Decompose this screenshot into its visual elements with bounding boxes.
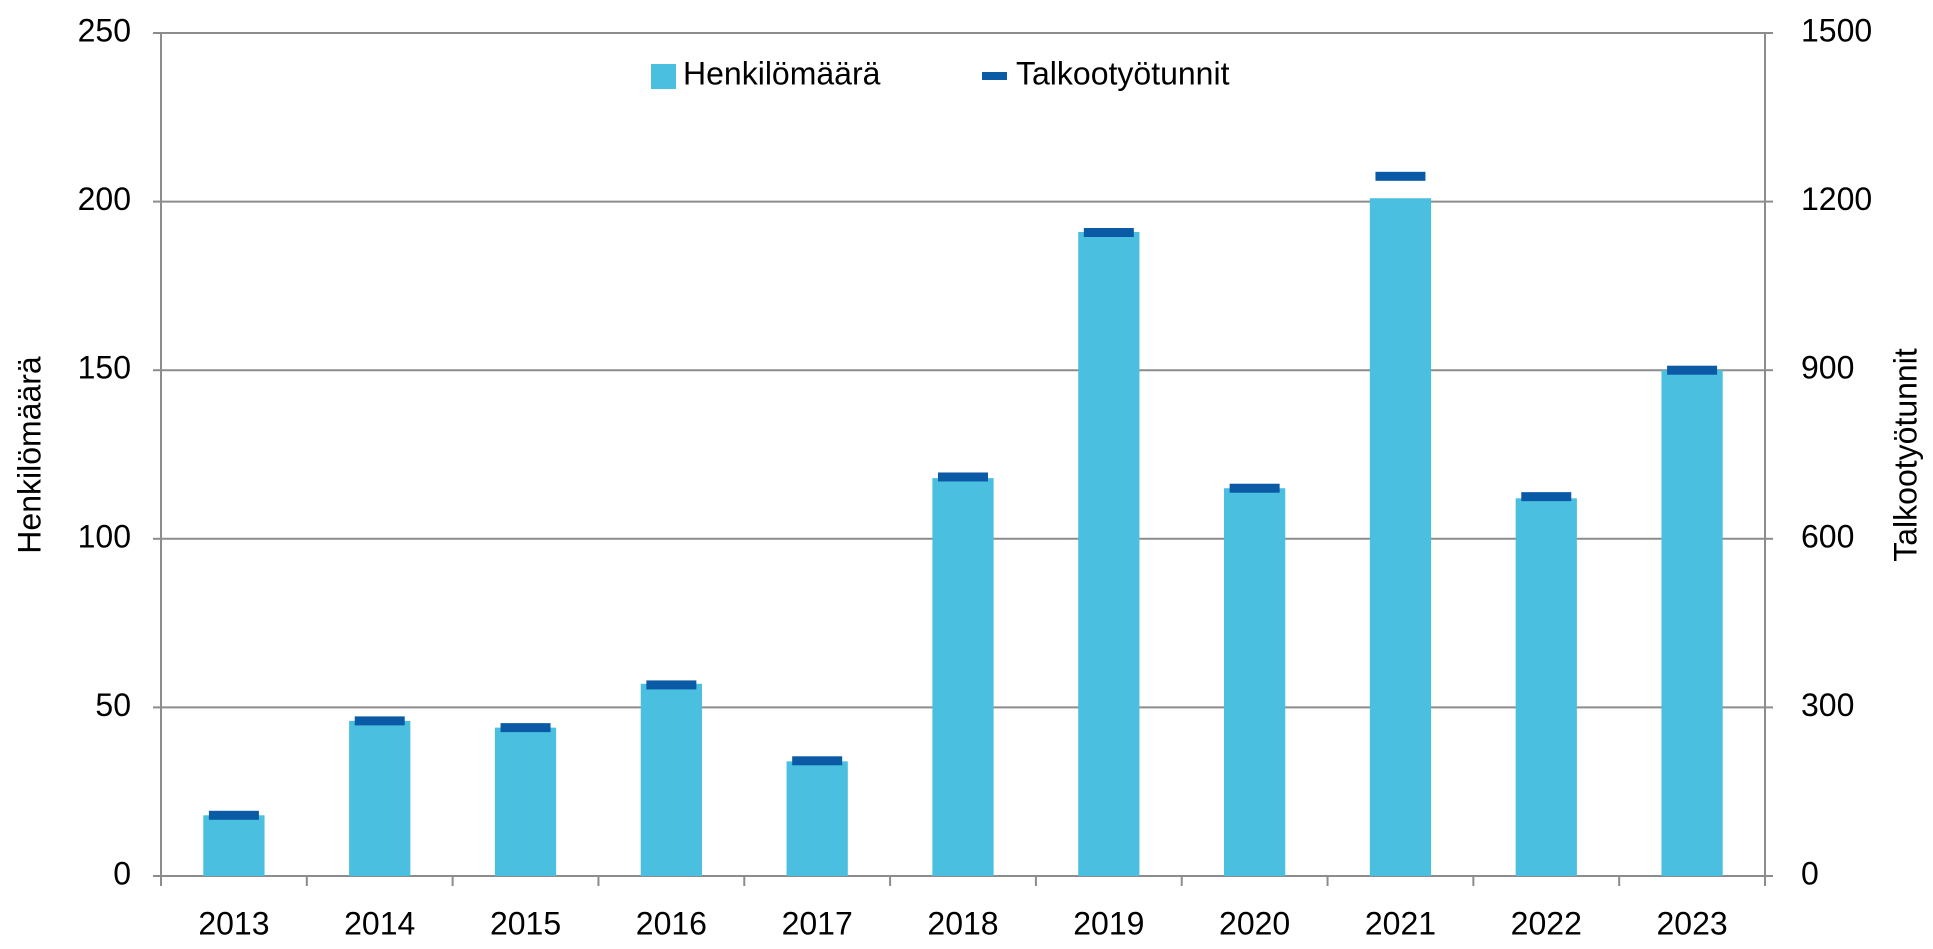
- y2-axis-title: Talkootyötunnit: [1887, 348, 1923, 562]
- x-tick-label: 2019: [1073, 905, 1144, 941]
- bar: [640, 683, 702, 876]
- bar: [1369, 198, 1432, 876]
- legend-label: Henkilömäärä: [683, 55, 881, 91]
- bar: [786, 761, 848, 876]
- y2-tick-label: 300: [1801, 687, 1854, 723]
- marker: [1229, 483, 1280, 493]
- marker: [792, 756, 843, 766]
- bar: [1078, 231, 1140, 876]
- bar: [203, 815, 265, 876]
- y-tick-label: 100: [78, 518, 131, 554]
- y-tick-label: 250: [78, 12, 131, 48]
- marker: [1667, 365, 1718, 375]
- y-axis-title: Henkilömäärä: [11, 356, 47, 554]
- bar: [349, 720, 411, 876]
- x-tick-label: 2013: [198, 905, 269, 941]
- bar: [494, 727, 557, 876]
- marker: [646, 680, 697, 690]
- bar: [932, 478, 994, 876]
- marker: [354, 716, 405, 726]
- legend-swatch: [982, 72, 1007, 80]
- y2-tick-label: 1500: [1801, 12, 1872, 48]
- y-tick-label: 150: [78, 350, 131, 386]
- x-tick-label: 2020: [1219, 905, 1290, 941]
- y2-tick-label: 1200: [1801, 181, 1872, 217]
- x-tick-label: 2023: [1656, 905, 1727, 941]
- bar: [1515, 498, 1577, 876]
- marker: [938, 472, 988, 482]
- legend-swatch: [651, 64, 676, 89]
- marker: [1375, 171, 1426, 181]
- bar: [1224, 488, 1286, 876]
- y-tick-label: 0: [113, 855, 131, 891]
- x-tick-label: 2016: [636, 905, 707, 941]
- x-tick-label: 2015: [490, 905, 561, 941]
- y2-tick-label: 0: [1801, 855, 1819, 891]
- x-tick-label: 2022: [1511, 905, 1582, 941]
- marker: [1521, 492, 1572, 502]
- y-tick-label: 200: [78, 181, 131, 217]
- x-tick-label: 2018: [927, 905, 998, 941]
- bar: [1661, 370, 1723, 876]
- y2-tick-label: 600: [1801, 518, 1854, 554]
- x-tick-label: 2014: [344, 905, 415, 941]
- legend-label: Talkootyötunnit: [1016, 55, 1230, 91]
- marker: [1083, 228, 1134, 238]
- x-tick-label: 2021: [1365, 905, 1436, 941]
- x-tick-label: 2017: [782, 905, 853, 941]
- marker: [500, 723, 551, 733]
- y-tick-label: 50: [95, 687, 131, 723]
- y2-tick-label: 900: [1801, 350, 1854, 386]
- marker: [208, 810, 259, 820]
